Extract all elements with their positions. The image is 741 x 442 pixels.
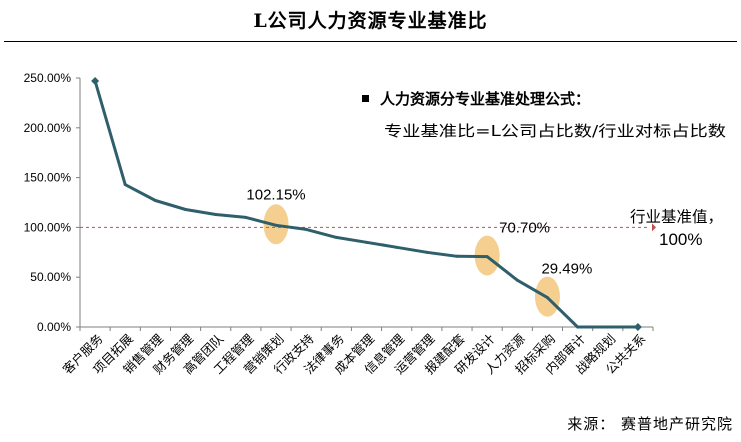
- data-point-16: [545, 296, 549, 300]
- label-group: 102.15% 70.70% 29.49%: [246, 186, 592, 277]
- data-point-8: [304, 227, 308, 231]
- end-marker: [633, 323, 642, 331]
- data-point-15: [515, 278, 519, 282]
- data-label: 70.70%: [499, 220, 550, 237]
- benchmark-label: 行业基准值，: [630, 208, 723, 226]
- data-point-13: [455, 254, 459, 258]
- chart-axes: 0.00%50.00%100.00%150.00%200.00%250.00%客…: [24, 71, 654, 377]
- data-point-14: [485, 255, 489, 259]
- note-bullet: [362, 95, 369, 102]
- data-point-17: [576, 325, 580, 329]
- benchmark-annotation: 行业基准值， 100%: [630, 208, 723, 249]
- formula-note: 人力资源分专业基准处理公式： 专业基准比=L公司占比数/行业对标占比数: [362, 90, 726, 140]
- data-point-4: [184, 207, 188, 211]
- chart-title: L公司人力资源专业基准比: [253, 10, 488, 32]
- note-title: 人力资源分专业基准处理公式：: [380, 90, 590, 108]
- y-tick-label: 200.00%: [24, 121, 72, 135]
- title-divider: [4, 41, 737, 42]
- data-label: 102.15%: [246, 186, 305, 203]
- data-point-3: [153, 199, 157, 203]
- data-point-9: [334, 235, 338, 239]
- data-label: 29.49%: [541, 261, 592, 278]
- start-marker: [91, 76, 100, 85]
- y-tick-label: 0.00%: [37, 320, 71, 334]
- data-point-10: [365, 240, 368, 244]
- source-note: 来源： 赛普地产研究院: [567, 415, 733, 433]
- data-point-12: [425, 250, 429, 254]
- benchmark-value: 100%: [659, 230, 702, 249]
- data-point-6: [244, 215, 248, 219]
- data-point-2: [123, 183, 127, 187]
- note-formula: 专业基准比=L公司占比数/行业对标占比数: [384, 122, 726, 140]
- y-tick-label: 50.00%: [30, 270, 71, 284]
- data-point-7: [274, 223, 278, 227]
- benchmark-marker: [652, 223, 656, 232]
- data-point-18: [606, 325, 610, 329]
- y-tick-label: 250.00%: [24, 71, 72, 85]
- y-tick-label: 100.00%: [24, 220, 72, 234]
- series-group: [80, 76, 656, 331]
- data-point-5: [214, 212, 218, 216]
- data-point-11: [395, 245, 399, 249]
- y-tick-label: 150.00%: [24, 171, 72, 185]
